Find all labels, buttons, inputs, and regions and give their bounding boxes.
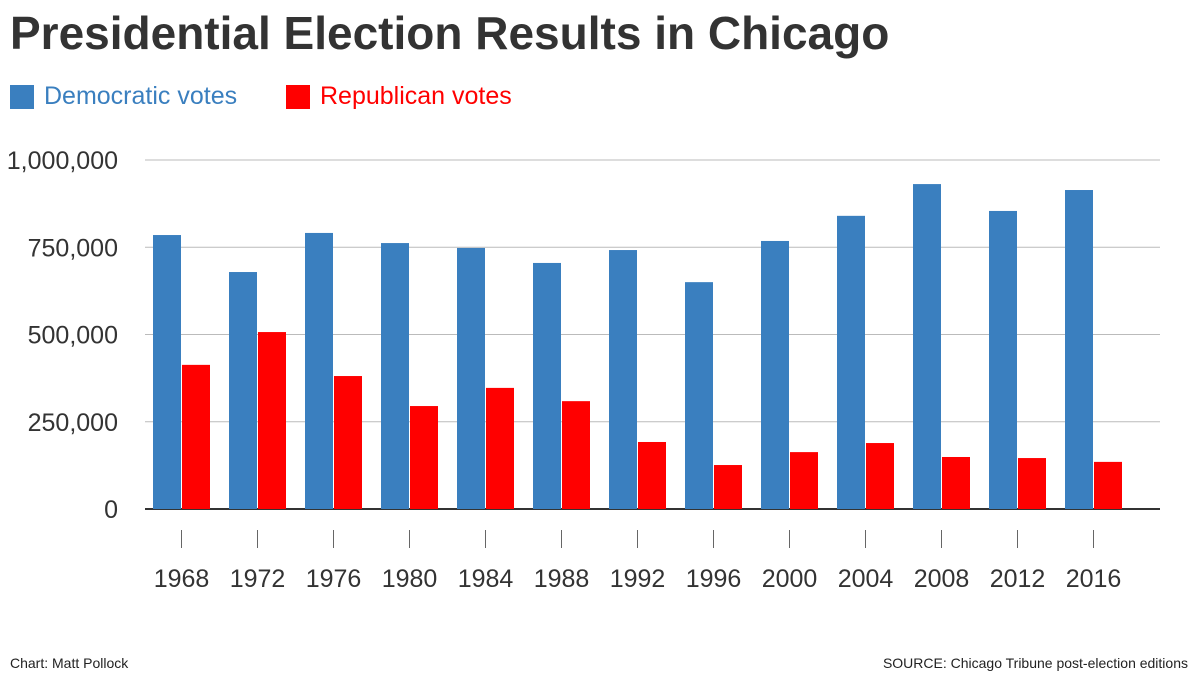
bar-democratic-1972 — [229, 272, 257, 509]
x-tick-label: 1972 — [230, 565, 286, 593]
bar-democratic-2012 — [989, 210, 1017, 510]
bar-democratic-2008 — [913, 184, 941, 509]
bar-democratic-1996 — [685, 282, 713, 509]
legend-label-democratic: Democratic votes — [44, 82, 238, 110]
bar-republican-1972 — [258, 332, 286, 509]
bar-republican-1976 — [334, 376, 362, 509]
x-tick-label: 1968 — [154, 565, 210, 593]
bar-republican-1980 — [410, 406, 438, 509]
chart-title: Presidential Election Results in Chicago — [10, 7, 890, 59]
y-tick-label: 1,000,000 — [7, 147, 118, 175]
x-tick-label: 2004 — [838, 565, 894, 593]
bar-democratic-1984 — [457, 247, 485, 509]
chart-credit: Chart: Matt Pollock — [10, 655, 129, 671]
bar-republican-2008 — [942, 456, 970, 509]
bar-republican-2000 — [790, 452, 818, 509]
bar-republican-2012 — [1018, 458, 1046, 509]
x-tick-label: 2016 — [1066, 565, 1122, 593]
bar-democratic-2004 — [837, 215, 865, 509]
chart-source: SOURCE: Chicago Tribune post-election ed… — [882, 655, 1188, 671]
legend-item-democratic: Democratic votes — [10, 82, 237, 111]
bar-democratic-2000 — [761, 240, 789, 509]
legend-label-republican: Republican votes — [320, 82, 512, 110]
x-tick-label: 1976 — [306, 565, 362, 593]
y-tick-label: 250,000 — [28, 409, 118, 437]
bar-democratic-1968 — [153, 235, 181, 509]
legend-item-republican: Republican votes — [286, 82, 512, 111]
bar-republican-2004 — [866, 443, 894, 509]
legend-swatch-democratic — [10, 84, 34, 109]
x-tick-label: 1984 — [458, 565, 514, 593]
bar-democratic-2016 — [1065, 190, 1093, 509]
bar-republican-1996 — [714, 465, 742, 509]
legend-swatch-republican — [286, 84, 310, 109]
x-tick-label: 1980 — [382, 565, 438, 593]
bar-republican-1988 — [562, 401, 590, 509]
bar-republican-1984 — [486, 387, 514, 509]
y-tick-label: 0 — [104, 496, 118, 524]
x-tick-label: 2008 — [914, 565, 970, 593]
y-tick-label: 500,000 — [28, 322, 118, 350]
y-tick-label: 750,000 — [28, 234, 118, 262]
x-tick-label: 1992 — [610, 565, 666, 593]
bar-democratic-1988 — [533, 262, 561, 509]
bar-republican-1992 — [638, 441, 666, 509]
bar-democratic-1976 — [305, 232, 333, 510]
bar-democratic-1980 — [381, 243, 409, 509]
x-tick-label: 1988 — [534, 565, 590, 593]
x-tick-label: 1996 — [686, 565, 742, 593]
x-tick-label: 2000 — [762, 565, 818, 593]
x-tick-label: 2012 — [990, 565, 1046, 593]
bar-republican-2016 — [1094, 461, 1122, 509]
bar-republican-1968 — [182, 364, 210, 509]
bar-democratic-1992 — [609, 250, 637, 510]
